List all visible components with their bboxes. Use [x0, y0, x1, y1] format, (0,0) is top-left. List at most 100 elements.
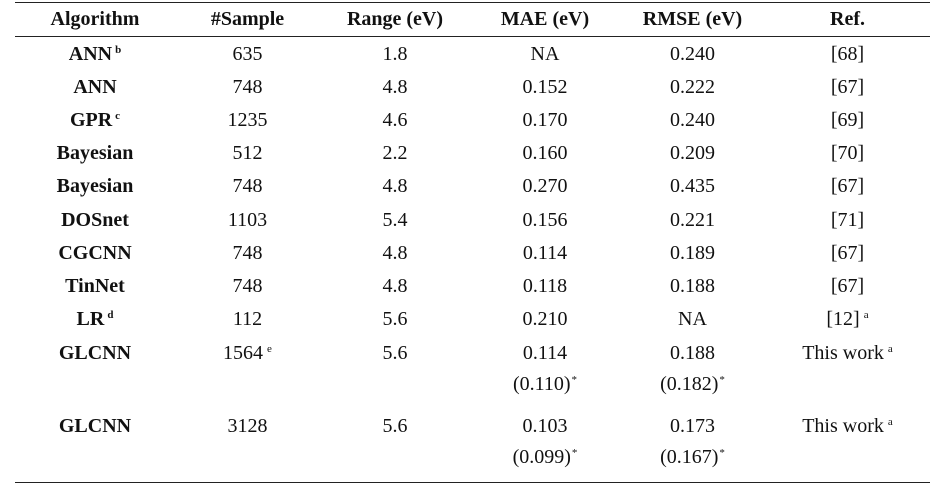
ref-cell: [71] [830, 208, 865, 231]
rmse-cell: 0.188 (0.182)* [620, 336, 765, 409]
ref-text: This work [802, 341, 884, 364]
mae-cell: 0.103 (0.099)* [470, 408, 620, 483]
table-row: GLCNN 3128 5.6 0.103 (0.099)* 0.173 (0.167… [15, 408, 930, 483]
sample-value: 1564 [223, 341, 264, 364]
header-algorithm: Algorithm [15, 2, 175, 37]
range-cell: 1.8 [382, 42, 408, 65]
table-row: CGCNN 748 4.8 0.114 0.189 [67] [15, 236, 930, 269]
header-ref: Ref. [765, 2, 930, 37]
sample-cell: 748 [232, 75, 263, 98]
range-cell: 5.4 [382, 208, 408, 231]
header-mae: MAE (eV) [470, 2, 620, 37]
results-table: Algorithm #Sample Range (eV) MAE (eV) RM… [15, 2, 930, 483]
table-row: TinNet 748 4.8 0.118 0.188 [67] [15, 269, 930, 302]
rmse-cell: 0.435 [670, 175, 715, 198]
sample-cell: 1103 [227, 208, 268, 231]
table-header: Algorithm #Sample Range (eV) MAE (eV) RM… [15, 2, 930, 37]
footnote-mark: d [107, 309, 114, 322]
algorithm-cell: TinNet [65, 274, 125, 297]
algorithm-cell: Bayesian [56, 175, 134, 198]
ref-cell: [67] [830, 241, 865, 264]
algorithm-cell: GLCNN [15, 408, 175, 483]
table-body: ANN b 635 1.8 NA 0.240 [68] ANN 748 4.8 0… [15, 37, 930, 483]
sample-cell: 748 [232, 175, 263, 198]
range-cell: 5.6 [382, 341, 408, 364]
mae-value: 0.114 [522, 341, 568, 364]
rmse-cell: 0.209 [670, 142, 715, 165]
header-range: Range (eV) [320, 2, 470, 37]
sample-cell: 748 [232, 241, 263, 264]
mae-cell: 0.114 [522, 241, 568, 264]
table-row: LR d 112 5.6 0.210 NA [12] a [15, 303, 930, 336]
table-row: ANN b 635 1.8 NA 0.240 [68] [15, 37, 930, 71]
algorithm-cell: CGCNN [58, 241, 132, 264]
ref-cell: [67] [830, 274, 865, 297]
algorithm-cell: ANN [73, 75, 117, 98]
mae-cell: 0.170 [522, 108, 568, 131]
algorithm-cell: GPR c [15, 103, 175, 136]
header-rmse: RMSE (eV) [620, 2, 765, 37]
sample-cell: 112 [232, 308, 263, 331]
range-cell: 4.6 [382, 108, 408, 131]
footnote-mark: a [863, 309, 869, 322]
sample-cell: 748 [232, 274, 263, 297]
asterisk-mark: * [719, 373, 725, 386]
rmse-cell: 0.222 [670, 75, 715, 98]
mae-cell: 0.152 [522, 75, 568, 98]
asterisk-mark: * [571, 446, 578, 459]
sample-cell: 512 [232, 142, 263, 165]
mae-cell: 0.118 [522, 274, 568, 297]
header-sample: #Sample [175, 2, 320, 37]
rmse-cell: 0.173 (0.167)* [620, 408, 765, 483]
mae-alt-value: (0.110)* [470, 373, 620, 395]
algorithm-name: LR [76, 308, 105, 331]
mae-cell: 0.160 [522, 142, 568, 165]
rmse-cell: NA [678, 308, 707, 331]
range-cell: 4.8 [382, 175, 408, 198]
rmse-cell: 0.189 [670, 241, 715, 264]
sample-cell: 3128 [175, 408, 320, 483]
footnote-mark: b [115, 43, 122, 56]
footnote-mark: a [887, 342, 893, 355]
ref-cell: [70] [830, 142, 865, 165]
ref-cell: [67] [830, 75, 865, 98]
algorithm-cell: LR d [15, 303, 175, 336]
ref-text: [12] [826, 308, 860, 331]
range-cell: 2.2 [382, 142, 408, 165]
range-cell: 4.8 [382, 274, 408, 297]
rmse-cell: 0.188 [670, 274, 715, 297]
rmse-cell: 0.240 [670, 42, 715, 65]
mae-alt-text: (0.099) [512, 445, 571, 468]
mae-alt-value: (0.099)* [470, 446, 620, 468]
range-cell: 4.8 [382, 75, 408, 98]
rmse-value: 0.188 [670, 341, 715, 364]
algorithm-cell: Bayesian [56, 142, 134, 165]
rmse-alt-value: (0.167)* [620, 446, 765, 468]
ref-cell: [69] [830, 108, 865, 131]
algorithm-cell: GLCNN [58, 341, 132, 364]
header-row: Algorithm #Sample Range (eV) MAE (eV) RM… [15, 2, 930, 37]
rmse-cell: 0.221 [670, 208, 715, 231]
rmse-value: 0.173 [670, 414, 715, 437]
footnote-mark: c [115, 109, 121, 122]
range-cell: 4.8 [382, 241, 408, 264]
table-row: Bayesian 512 2.2 0.160 0.209 [70] [15, 137, 930, 170]
ref-cell: This work a [765, 408, 930, 483]
range-cell: 5.6 [320, 408, 470, 483]
mae-cell: 0.270 [522, 175, 568, 198]
footnote-mark: a [887, 415, 893, 428]
ref-cell: This work a [765, 336, 930, 409]
algorithm-cell: ANN b [15, 37, 175, 71]
table-row: GLCNN 1564 e 5.6 0.114 (0.110)* 0.188 (0.18… [15, 336, 930, 409]
rmse-cell: 0.240 [670, 108, 715, 131]
mae-cell: 0.114 (0.110)* [470, 336, 620, 409]
table-row: DOSnet 1103 5.4 0.156 0.221 [71] [15, 203, 930, 236]
ref-cell: [12] a [765, 303, 930, 336]
table-row: Bayesian 748 4.8 0.270 0.435 [67] [15, 170, 930, 203]
rmse-alt-text: (0.167) [660, 445, 719, 468]
rmse-alt-text: (0.182) [660, 372, 719, 395]
ref-cell: [67] [830, 175, 865, 198]
algorithm-name: ANN [68, 42, 113, 65]
ref-cell: [68] [830, 42, 865, 65]
mae-cell: 0.210 [522, 308, 568, 331]
